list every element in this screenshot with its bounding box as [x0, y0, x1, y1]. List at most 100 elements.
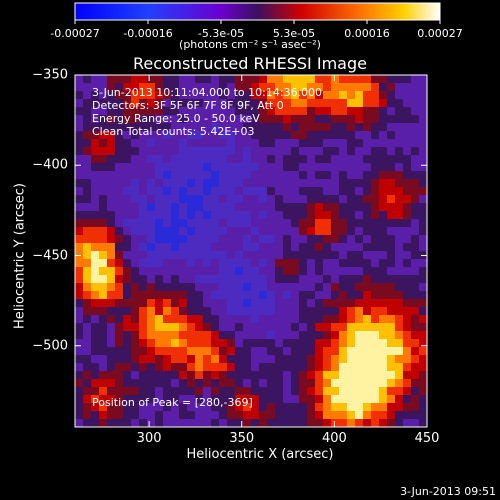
- heatmap-cell: [387, 323, 396, 332]
- heatmap-cell: [211, 315, 220, 324]
- heatmap-cell: [395, 227, 404, 236]
- heatmap-cell: [355, 107, 364, 116]
- heatmap-cell: [131, 355, 140, 364]
- heatmap-cell: [99, 379, 108, 388]
- heatmap-cell: [299, 347, 308, 356]
- heatmap-cell: [107, 203, 116, 212]
- heatmap-cell: [243, 131, 252, 140]
- heatmap-cell: [171, 275, 180, 284]
- heatmap-cell: [75, 363, 84, 372]
- heatmap-cell: [291, 171, 300, 180]
- heatmap-cell: [419, 75, 427, 84]
- heatmap-cell: [419, 347, 427, 356]
- heatmap-cell: [107, 243, 116, 252]
- heatmap-cell: [155, 339, 164, 348]
- heatmap-cell: [251, 267, 260, 276]
- heatmap-cell: [179, 211, 188, 220]
- heatmap-cell: [403, 251, 412, 260]
- heatmap-cell: [139, 115, 148, 124]
- heatmap-cell: [259, 291, 268, 300]
- heatmap-cell: [299, 155, 308, 164]
- heatmap-cell: [171, 211, 180, 220]
- heatmap-cell: [219, 147, 228, 156]
- heatmap-cell: [115, 395, 124, 404]
- heatmap-cell: [267, 123, 276, 132]
- heatmap-cell: [75, 331, 84, 340]
- heatmap-cell: [283, 251, 292, 260]
- heatmap-cell: [155, 411, 164, 420]
- heatmap-cell: [291, 251, 300, 260]
- heatmap-cell: [339, 387, 348, 396]
- heatmap-cell: [291, 187, 300, 196]
- heatmap-cell: [219, 219, 228, 228]
- heatmap-cell: [99, 123, 108, 132]
- heatmap-cell: [187, 275, 196, 284]
- heatmap-cell: [259, 171, 268, 180]
- heatmap-cell: [243, 259, 252, 268]
- heatmap-cell: [387, 187, 396, 196]
- heatmap-cell: [267, 323, 276, 332]
- heatmap-cell: [147, 235, 156, 244]
- heatmap-cell: [267, 291, 276, 300]
- heatmap-cell: [187, 323, 196, 332]
- heatmap-cell: [75, 355, 84, 364]
- heatmap-cell: [291, 371, 300, 380]
- heatmap-cell: [123, 363, 132, 372]
- heatmap-cell: [355, 147, 364, 156]
- heatmap-cell: [275, 243, 284, 252]
- heatmap-cell: [387, 299, 396, 308]
- heatmap-cell: [371, 91, 380, 100]
- heatmap-cell: [267, 131, 276, 140]
- heatmap-cell: [331, 315, 340, 324]
- heatmap-cell: [147, 227, 156, 236]
- heatmap-cell: [363, 347, 372, 356]
- heatmap-cell: [371, 411, 380, 420]
- heatmap-cell: [227, 275, 236, 284]
- heatmap-cell: [99, 403, 108, 412]
- heatmap-cell: [395, 251, 404, 260]
- heatmap-cell: [331, 291, 340, 300]
- heatmap-cell: [419, 275, 427, 284]
- heatmap-cell: [363, 195, 372, 204]
- heatmap-cell: [195, 99, 204, 108]
- heatmap-cell: [107, 123, 116, 132]
- heatmap-cell: [131, 299, 140, 308]
- heatmap-cell: [419, 267, 427, 276]
- heatmap-cell: [403, 115, 412, 124]
- heatmap-cell: [219, 83, 228, 92]
- heatmap-cell: [123, 395, 132, 404]
- heatmap-cell: [283, 131, 292, 140]
- heatmap-cell: [419, 291, 427, 300]
- heatmap-cell: [171, 203, 180, 212]
- heatmap-cell: [411, 331, 420, 340]
- heatmap-cell: [131, 315, 140, 324]
- heatmap-cell: [323, 211, 332, 220]
- heatmap-cell: [419, 315, 427, 324]
- colorbar-tick-label: -0.00027: [50, 27, 100, 40]
- heatmap-cell: [323, 347, 332, 356]
- heatmap-cell: [147, 331, 156, 340]
- heatmap-cell: [339, 299, 348, 308]
- heatmap-cell: [371, 267, 380, 276]
- heatmap-cell: [259, 195, 268, 204]
- heatmap-cell: [371, 403, 380, 412]
- heatmap-cell: [171, 131, 180, 140]
- heatmap-cell: [139, 323, 148, 332]
- heatmap-cell: [363, 307, 372, 316]
- heatmap-cell: [219, 323, 228, 332]
- heatmap-cell: [107, 227, 116, 236]
- heatmap-cell: [379, 419, 388, 427]
- heatmap-cell: [123, 307, 132, 316]
- heatmap-cell: [299, 203, 308, 212]
- heatmap-cell: [307, 195, 316, 204]
- heatmap-cell: [363, 115, 372, 124]
- heatmap-cell: [395, 243, 404, 252]
- heatmap-cell: [155, 307, 164, 316]
- heatmap-cell: [387, 387, 396, 396]
- heatmap-cell: [187, 339, 196, 348]
- heatmap-cell: [347, 411, 356, 420]
- heatmap-cell: [163, 403, 172, 412]
- heatmap-cell: [235, 211, 244, 220]
- heatmap-cell: [115, 83, 124, 92]
- heatmap-cell: [411, 339, 420, 348]
